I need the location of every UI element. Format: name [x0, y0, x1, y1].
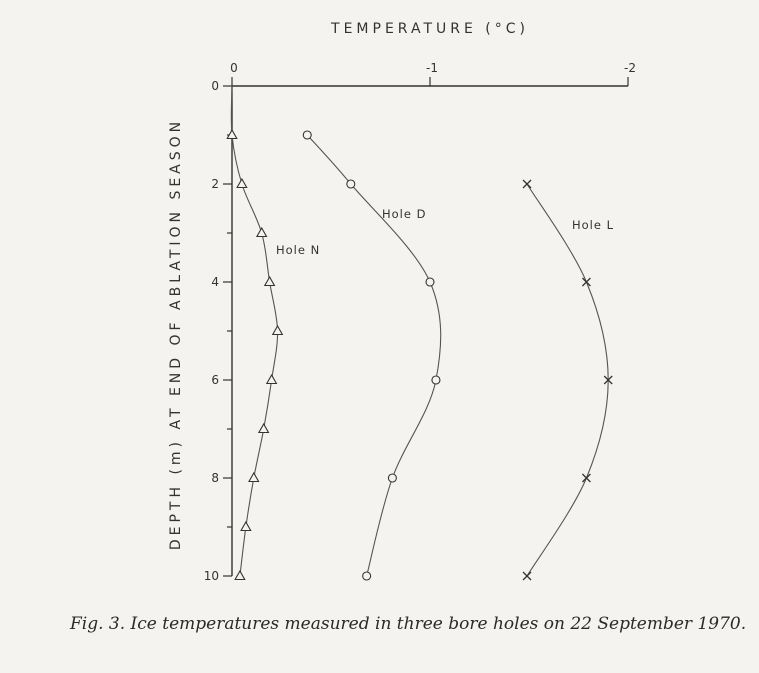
hole-d-point	[387, 473, 397, 483]
x-tick-label: -1	[426, 61, 438, 75]
hole-n-point	[248, 471, 260, 483]
hole-l-point	[522, 571, 532, 581]
hole-n-point	[240, 520, 252, 532]
hole-l-line	[526, 183, 609, 577]
hole-n-point	[236, 177, 248, 189]
hole-n-point	[271, 324, 284, 336]
y-tick-label: 4	[211, 275, 219, 289]
hole-n-label: Hole N	[276, 243, 320, 257]
hole-d-point	[302, 130, 312, 140]
x-tick-label: -2	[624, 61, 636, 75]
y-tick-label: 6	[211, 373, 219, 387]
series-labels: Hole N Hole D Hole L	[276, 207, 614, 257]
hole-l-label: Hole L	[572, 218, 614, 232]
x-axis-title: TEMPERATURE (°C)	[330, 21, 529, 37]
hole-d-point	[346, 179, 356, 189]
y-tick-label: 8	[211, 471, 219, 485]
hole-n-point	[234, 569, 246, 581]
y-tick-label: 10	[204, 569, 219, 583]
y-axis-title: DEPTH (m) AT END OF ABLATION SEASON	[168, 118, 184, 550]
series-markers	[226, 128, 613, 581]
hole-n-line	[230, 85, 279, 577]
hole-l-point	[522, 179, 532, 189]
x-tick-label: 0	[230, 61, 238, 75]
figure-caption: Fig. 3. Ice temperatures measured in thr…	[70, 614, 747, 634]
tick-labels: 0 -1 -2 0 2 4 6 8 10	[204, 61, 636, 583]
hole-n-point	[263, 275, 276, 287]
hole-d-point	[425, 277, 435, 287]
hole-l-point	[581, 473, 591, 483]
hole-d-point	[431, 375, 441, 385]
y-tick-label: 0	[211, 79, 219, 93]
hole-n-point	[226, 128, 238, 140]
tick-marks	[223, 77, 629, 577]
hole-l-point	[603, 375, 613, 385]
hole-n-point	[255, 226, 268, 238]
hole-n-point	[257, 422, 270, 434]
chart-frame	[231, 85, 628, 576]
hole-l-point	[581, 277, 591, 287]
hole-d-label: Hole D	[382, 207, 426, 221]
hole-n-point	[265, 373, 278, 385]
hole-d-line	[306, 134, 442, 577]
series-lines	[230, 85, 609, 577]
y-tick-label: 2	[211, 177, 219, 191]
hole-d-point	[362, 571, 372, 581]
